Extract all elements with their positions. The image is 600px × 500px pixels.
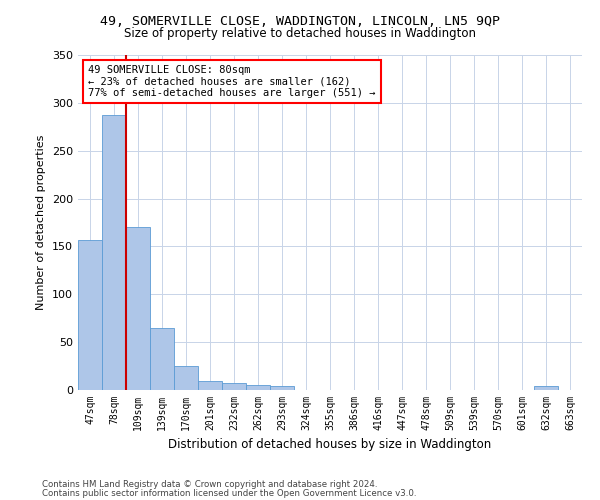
Text: Contains HM Land Registry data © Crown copyright and database right 2024.: Contains HM Land Registry data © Crown c…: [42, 480, 377, 489]
Y-axis label: Number of detached properties: Number of detached properties: [37, 135, 46, 310]
Bar: [270, 386, 294, 390]
Bar: [78, 240, 102, 390]
Bar: [174, 366, 198, 390]
Text: 49 SOMERVILLE CLOSE: 80sqm
← 23% of detached houses are smaller (162)
77% of sem: 49 SOMERVILLE CLOSE: 80sqm ← 23% of deta…: [88, 65, 376, 98]
Bar: [126, 228, 150, 390]
Text: Contains public sector information licensed under the Open Government Licence v3: Contains public sector information licen…: [42, 488, 416, 498]
Bar: [102, 116, 126, 390]
Text: 49, SOMERVILLE CLOSE, WADDINGTON, LINCOLN, LN5 9QP: 49, SOMERVILLE CLOSE, WADDINGTON, LINCOL…: [100, 15, 500, 28]
Text: Size of property relative to detached houses in Waddington: Size of property relative to detached ho…: [124, 28, 476, 40]
Bar: [222, 384, 246, 390]
Bar: [534, 386, 558, 390]
Bar: [150, 328, 174, 390]
X-axis label: Distribution of detached houses by size in Waddington: Distribution of detached houses by size …: [169, 438, 491, 452]
Bar: [198, 382, 222, 390]
Bar: [246, 385, 270, 390]
